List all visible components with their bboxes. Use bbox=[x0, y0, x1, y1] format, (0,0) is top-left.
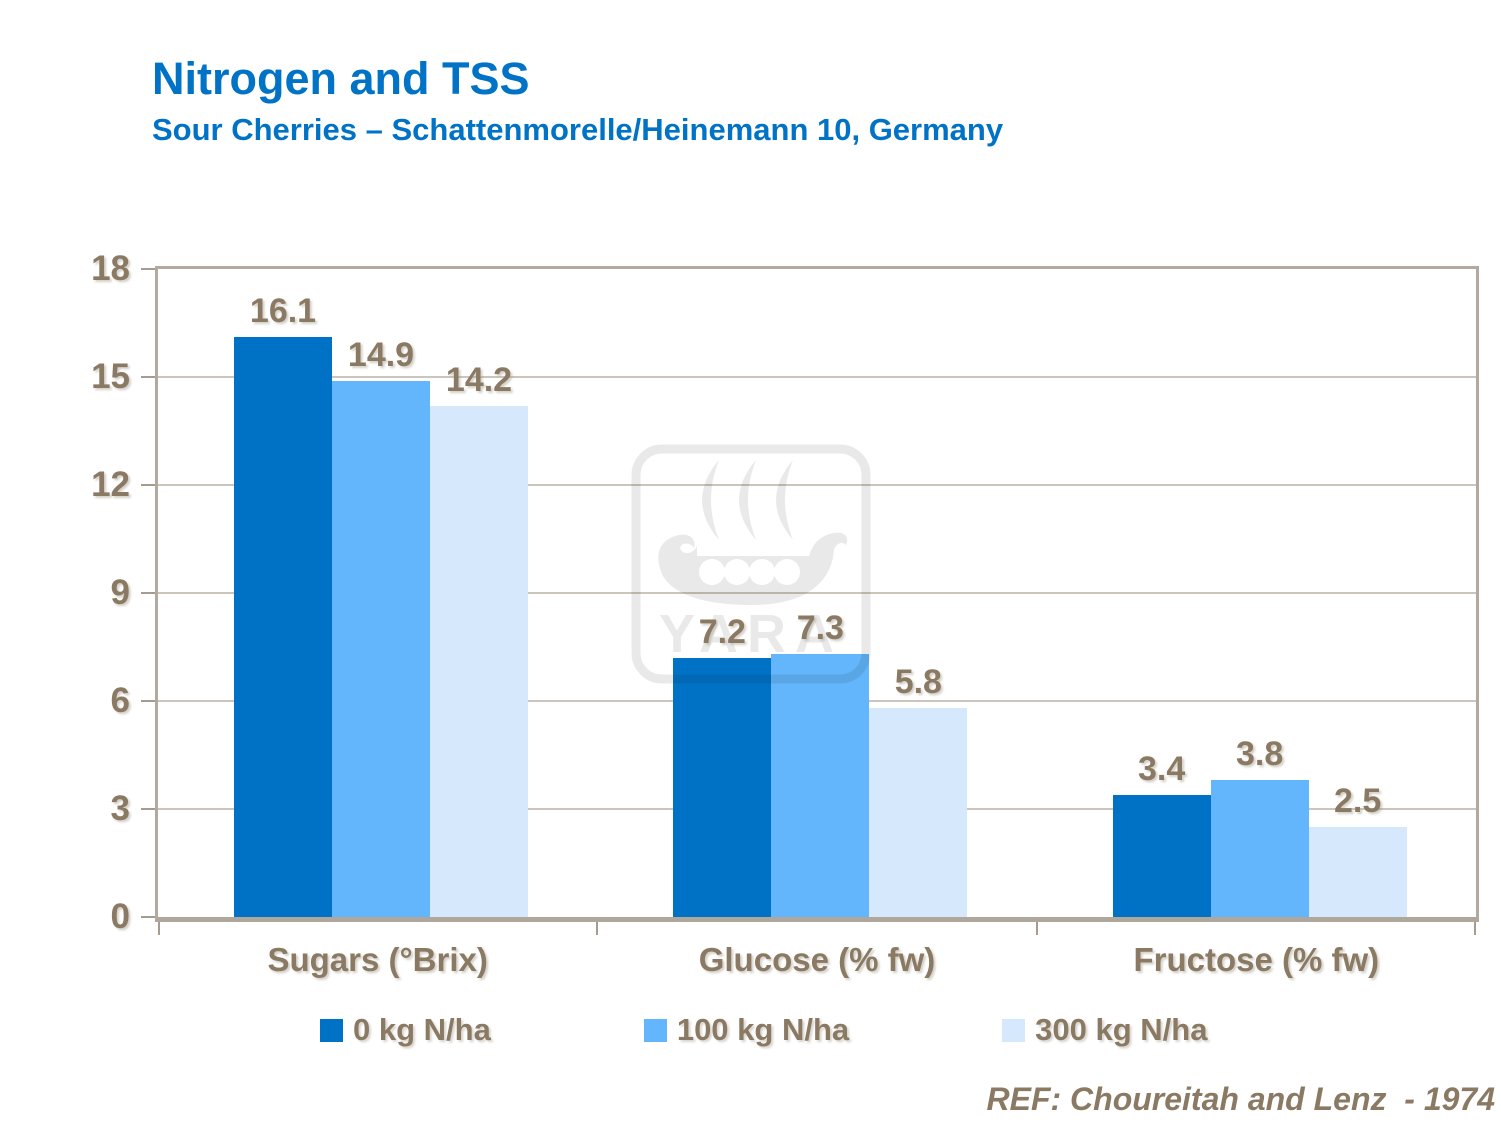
y-axis-tick-label: 6 bbox=[110, 681, 130, 720]
legend-label: 0 kg N/ha bbox=[353, 1012, 491, 1047]
bar-value-label: 7.3 bbox=[796, 609, 844, 648]
ship-sail-icon bbox=[702, 460, 719, 540]
plot-area: YARA 0 3 6 9 12 15 18 16.1 7.2 3.4 14.9 7.3 3.8 14.2 5… bbox=[91, 249, 1479, 978]
bar-300-kg-n-ha bbox=[1308, 827, 1407, 917]
y-axis-tick-label: 15 bbox=[91, 357, 130, 396]
y-axis-tick-label: 12 bbox=[91, 465, 130, 504]
y-axis-tick-mark bbox=[141, 808, 155, 810]
y-axis-tick-mark bbox=[141, 268, 155, 270]
legend: 0 kg N/ha 100 kg N/ha 300 kg N/ha bbox=[320, 1012, 1207, 1048]
category-label: Fructose (% fw) bbox=[1133, 941, 1380, 978]
x-axis-tick-mark bbox=[158, 922, 160, 935]
ship-shield-icon bbox=[774, 559, 800, 585]
bar-value-label: 16.1 bbox=[249, 292, 317, 331]
y-axis-tick-label: 0 bbox=[110, 897, 130, 936]
legend-swatch-icon bbox=[1002, 1018, 1026, 1042]
legend-swatch-icon bbox=[643, 1018, 667, 1042]
x-axis-tick-mark bbox=[1474, 922, 1476, 935]
x-axis-tick-mark bbox=[1035, 922, 1038, 935]
category-label: Sugars (°Brix) bbox=[267, 941, 488, 978]
bar-300-kg-n-ha bbox=[430, 405, 528, 917]
y-axis-tick-label: 18 bbox=[91, 249, 130, 288]
bar-100-kg-n-ha bbox=[332, 380, 430, 917]
bar-100-kg-n-ha bbox=[771, 654, 870, 917]
y-axis-tick-mark bbox=[141, 592, 155, 594]
y-axis-tick-mark bbox=[141, 484, 155, 486]
legend-item: 0 kg N/ha bbox=[320, 1012, 491, 1048]
gridline bbox=[158, 592, 1476, 594]
y-axis-tick-mark bbox=[141, 376, 155, 378]
reference-text: REF: Choureitah and Lenz - 1974 bbox=[986, 1081, 1495, 1117]
bar-0-kg-n-ha bbox=[234, 337, 332, 917]
bar-value-label: 3.8 bbox=[1236, 735, 1284, 774]
bar-value-label: 14.9 bbox=[347, 335, 415, 374]
chart-title: Nitrogen and TSS bbox=[152, 53, 530, 104]
chart-header: Nitrogen and TSS Sour Cherries – Schatte… bbox=[152, 54, 1003, 147]
chart-subtitle: Sour Cherries – Schattenmorelle/Heineman… bbox=[152, 111, 1004, 147]
bar-value-label: 3.4 bbox=[1138, 749, 1186, 788]
ship-hull-icon bbox=[658, 532, 848, 605]
bar-value-label: 14.2 bbox=[445, 360, 513, 399]
legend-label: 300 kg N/ha bbox=[1035, 1012, 1208, 1047]
ship-shield-icon bbox=[699, 559, 725, 585]
bar-300-kg-n-ha bbox=[869, 708, 968, 917]
legend-item: 300 kg N/ha bbox=[1002, 1012, 1207, 1048]
gridline bbox=[158, 484, 1476, 486]
bar-value-label: 2.5 bbox=[1334, 782, 1382, 820]
ship-shield-icon bbox=[749, 559, 775, 585]
bar-0-kg-n-ha bbox=[673, 657, 772, 917]
bar-value-label: 7.2 bbox=[698, 612, 746, 651]
bar-0-kg-n-ha bbox=[1112, 794, 1211, 917]
ship-sail-icon bbox=[739, 460, 756, 540]
y-axis-tick-label: 3 bbox=[110, 789, 130, 828]
bar-100-kg-n-ha bbox=[1210, 780, 1309, 917]
legend-swatch-icon bbox=[320, 1018, 343, 1042]
y-axis-tick-mark bbox=[141, 700, 155, 702]
bar-value-label: 5.8 bbox=[894, 663, 942, 702]
y-axis-tick-mark bbox=[141, 916, 155, 918]
ship-sail-icon bbox=[776, 460, 793, 540]
legend-label: 100 kg N/ha bbox=[676, 1012, 850, 1047]
ship-shield-icon bbox=[724, 559, 750, 585]
legend-item: 100 kg N/ha bbox=[643, 1012, 850, 1048]
category-label: Glucose (% fw) bbox=[698, 941, 936, 978]
gridline bbox=[158, 376, 1476, 378]
x-axis-tick-mark bbox=[596, 922, 599, 935]
y-axis-tick-label: 9 bbox=[110, 573, 130, 612]
